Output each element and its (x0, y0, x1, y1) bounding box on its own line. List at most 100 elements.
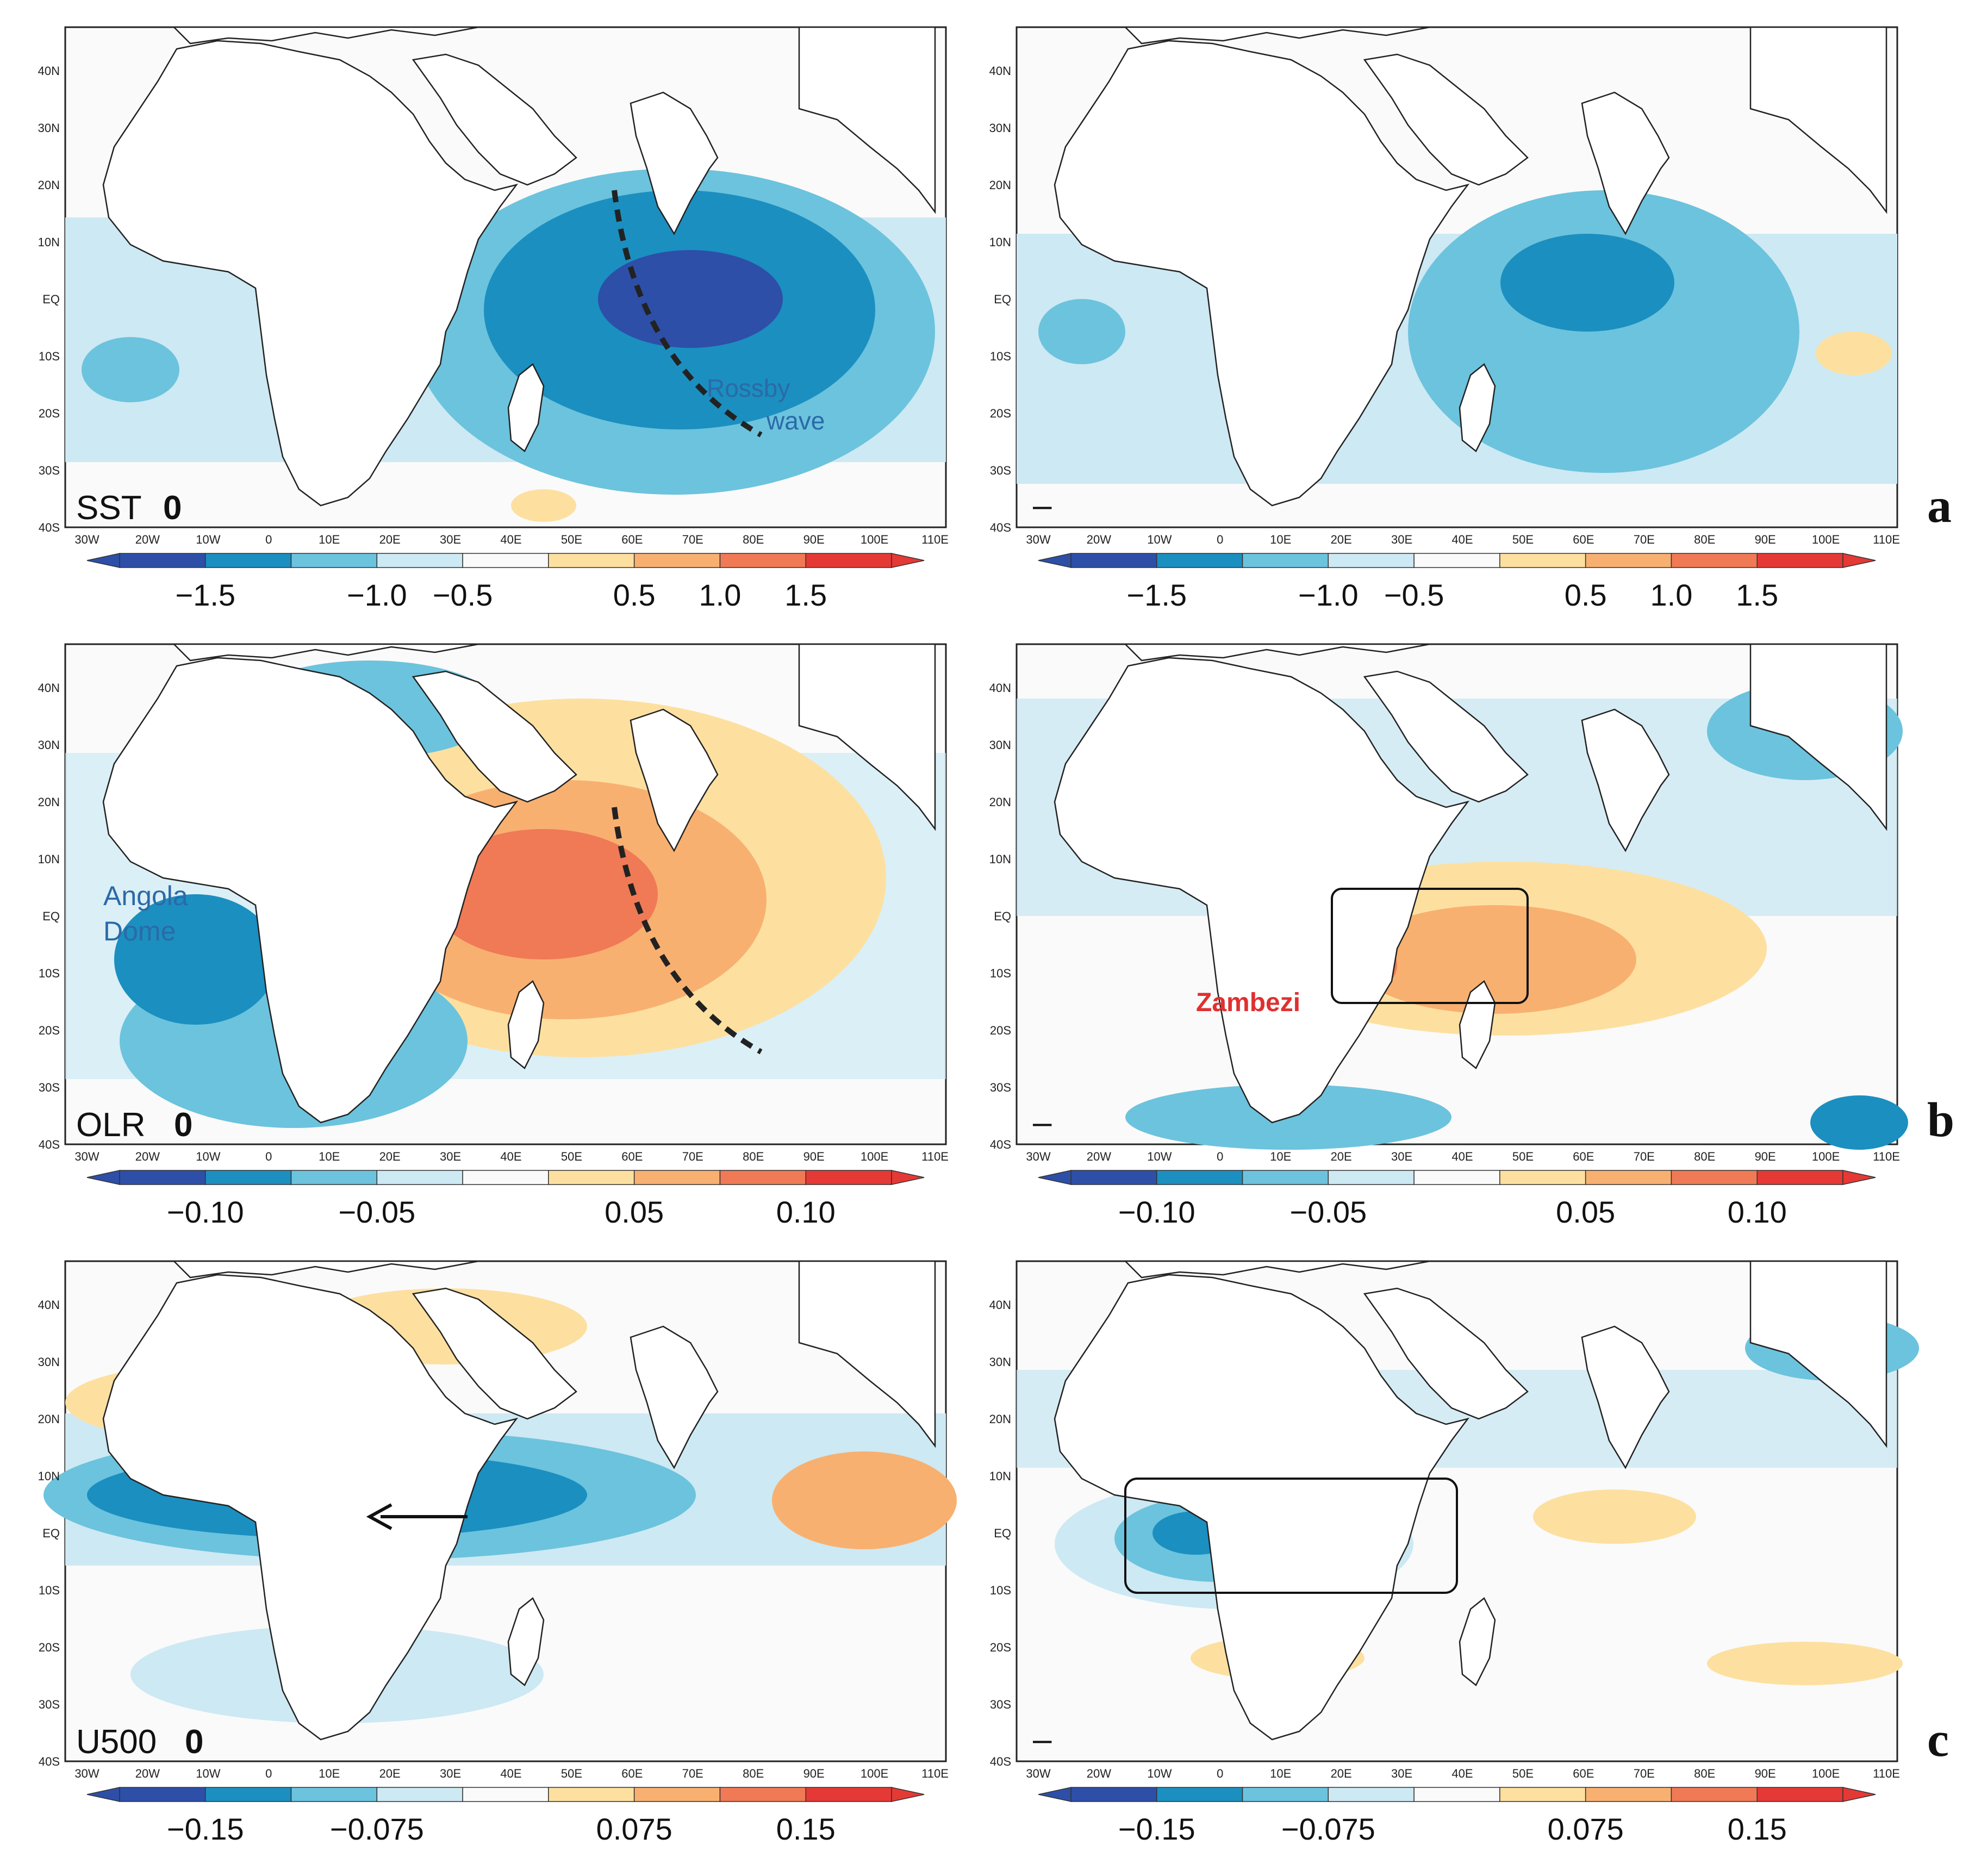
colorbar-tick-label: 0.5 (1565, 578, 1607, 612)
lon-tick-label: 100E (861, 1150, 888, 1163)
lon-tick-label: 60E (621, 1150, 643, 1163)
lat-tick-label: 10N (38, 235, 60, 249)
lon-tick-label: 100E (1812, 1150, 1840, 1163)
lon-tick-label: 100E (861, 1767, 888, 1780)
lon-tick-label: 50E (1512, 1150, 1534, 1163)
colorbar-segment (1070, 553, 1157, 568)
lat-tick-label: 30S (39, 1081, 60, 1094)
colorbar-segment (805, 1787, 892, 1802)
colorbar-segment (119, 553, 206, 568)
lon-tick-label: 110E (921, 1150, 949, 1163)
lon-tick-label: 80E (1694, 533, 1715, 546)
colorbar-tick-label: −1.0 (347, 578, 407, 612)
colorbar-segment (376, 1170, 463, 1185)
lat-tick-label: 20S (39, 1641, 60, 1654)
lon-tick-label: 70E (682, 1150, 703, 1163)
lon-tick-label: 20E (1331, 1150, 1352, 1163)
annotation-rossby-2: wave (766, 407, 825, 435)
lon-tick-label: 50E (1512, 533, 1534, 546)
lon-tick-label: 10W (1147, 533, 1172, 546)
colorbar-segment (1756, 1787, 1843, 1802)
colorbar-tick-label: −0.075 (1281, 1812, 1375, 1846)
colorbar-tick-label: 0.05 (1556, 1195, 1615, 1229)
lat-tick-label: 30S (990, 1081, 1011, 1094)
anomaly-shading (1533, 1489, 1696, 1544)
colorbar-tick-label: −1.5 (1126, 578, 1187, 612)
colorbar-segment (376, 553, 463, 568)
map-u500-left: U500 0 (43, 1260, 957, 1762)
lat-tick-label: 30N (989, 121, 1011, 135)
colorbar-segment (1756, 1170, 1843, 1185)
lon-tick-label: 40E (1451, 1150, 1473, 1163)
colorbar-segment (805, 553, 892, 568)
colorbar-tick-label: −1.5 (175, 578, 235, 612)
lat-tick-label: 20N (989, 1412, 1011, 1426)
colorbar-segment (1242, 1170, 1329, 1185)
colorbar-tick-label: 0.10 (1728, 1195, 1787, 1229)
colorbar-segment (1328, 1787, 1415, 1802)
colorbar-segment (548, 553, 635, 568)
lon-tick-label: 90E (1755, 533, 1776, 546)
lat-tick-label: 20S (990, 1641, 1011, 1654)
colorbar-tick-label: 0.10 (776, 1195, 836, 1229)
lat-tick-label: EQ (42, 909, 60, 923)
colorbar-segment (1499, 553, 1586, 568)
anomaly-shading (772, 1451, 957, 1549)
colorbar-tick-label: −0.5 (1384, 578, 1444, 612)
lon-tick-label: 10W (1147, 1767, 1172, 1780)
lat-tick-label: 10S (39, 350, 60, 363)
congo-box (1124, 1478, 1458, 1594)
lat-tick-label: 40N (38, 1298, 60, 1312)
lon-tick-label: 30E (1391, 1767, 1412, 1780)
colorbar-segment (119, 1170, 206, 1185)
lon-tick-label: 40E (1451, 1767, 1473, 1780)
lon-tick-label: 100E (1812, 1767, 1840, 1780)
lon-tick-label: 20W (1087, 1150, 1111, 1163)
lat-tick-label: 40N (989, 1298, 1011, 1312)
lon-tick-label: 0 (1217, 1767, 1223, 1780)
colorbar-segment (719, 1787, 806, 1802)
colorbar-segment (1328, 553, 1415, 568)
colorbar-tick-label: 0.075 (1548, 1812, 1624, 1846)
panel-tag-lag: – (1033, 1721, 1052, 1758)
colorbar-segment (1328, 1170, 1415, 1185)
lon-tick-label: 30E (440, 533, 461, 546)
lon-tick-label: 110E (1873, 1767, 1900, 1780)
lon-tick-label: 90E (803, 533, 825, 546)
lon-tick-label: 20E (379, 1150, 401, 1163)
lon-tick-label: 30E (1391, 533, 1412, 546)
panel-letter-a: a (1927, 479, 1952, 533)
colorbar-tick-label: −0.5 (433, 578, 493, 612)
row-a: Rossby wave SST 0 – a (64, 26, 1952, 533)
colorbar-end-high (1842, 1170, 1876, 1185)
lat-tick-label: 10N (989, 852, 1011, 866)
lat-tick-label: 10S (990, 1584, 1011, 1597)
colorbar-end-low (86, 1787, 120, 1802)
lon-tick-label: 0 (1217, 533, 1223, 546)
colorbar-end-low (1038, 1170, 1071, 1185)
lat-tick-label: 30N (38, 738, 60, 752)
colorbar-segment (548, 1787, 635, 1802)
colorbar-tick-label: −0.05 (1289, 1195, 1367, 1229)
lat-tick-label: 20S (990, 407, 1011, 420)
panel-tag-lag: 0 (185, 1723, 203, 1761)
anomaly-shading (114, 894, 277, 1025)
lat-tick-label: 40N (38, 64, 60, 78)
colorbar-tick-label: 1.0 (699, 578, 742, 612)
lon-tick-label: 60E (621, 1767, 643, 1780)
lon-tick-label: 0 (265, 1150, 272, 1163)
colorbar-tick-label: −0.10 (1118, 1195, 1195, 1229)
lat-tick-label: 10N (989, 1469, 1011, 1483)
colorbar-segment (1242, 1787, 1329, 1802)
colorbar-segment (205, 553, 292, 568)
lat-tick-label: 10S (39, 967, 60, 980)
colorbar-segment (205, 1170, 292, 1185)
colorbar-segment (1499, 1170, 1586, 1185)
lon-tick-label: 100E (861, 533, 888, 546)
lon-tick-label: 10E (1270, 1150, 1291, 1163)
anomaly-shading (1038, 299, 1125, 364)
lon-tick-label: 10E (319, 533, 340, 546)
colorbar-end-low (1038, 553, 1071, 568)
lon-tick-label: 70E (682, 533, 703, 546)
